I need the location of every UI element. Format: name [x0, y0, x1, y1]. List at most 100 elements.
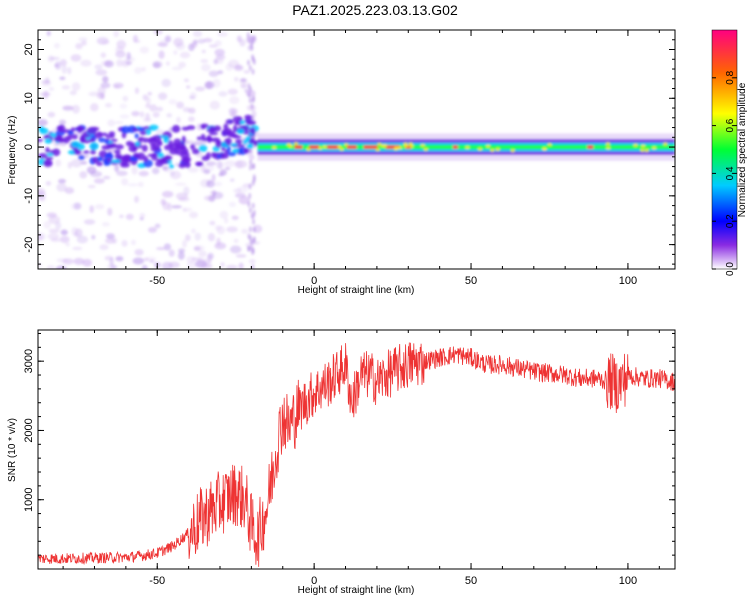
spectrogram-streak — [249, 41, 253, 48]
spectrogram-speckle — [200, 63, 211, 72]
spectrogram-speckle — [149, 104, 158, 112]
spectrogram-core-blob — [73, 147, 79, 154]
spectrogram-speckle — [200, 263, 213, 269]
spectrogram-streak — [248, 97, 252, 104]
spectrogram-core-blob — [152, 143, 161, 149]
spectrogram-speckle — [139, 212, 146, 219]
spectrogram-speckle — [46, 30, 51, 37]
spectrogram-core-blob — [71, 141, 81, 148]
snr-y-ticks: 1000 2000 3000 — [23, 332, 675, 556]
spectrogram-speckle — [106, 233, 115, 240]
spectrogram-speckle — [59, 59, 67, 67]
spectrogram-speckle — [196, 257, 206, 264]
spectrogram-speckle — [121, 178, 129, 186]
spectrogram-speckle — [60, 229, 68, 236]
spectrogram-speckle — [59, 235, 70, 244]
spectrogram-core-blob — [236, 128, 245, 135]
spectrogram-streak — [252, 34, 256, 41]
spectrogram-streak — [250, 35, 254, 42]
spectrogram-speckle — [113, 30, 120, 38]
spectrogram-core-blob — [232, 115, 243, 123]
spectrogram-speckle — [114, 163, 120, 172]
spectrogram-speckle — [73, 232, 79, 238]
spectrogram-hotspot — [294, 145, 303, 149]
spectrogram-speckle — [139, 111, 145, 118]
spectrogram-core-blob — [208, 131, 219, 136]
spectrogram-speckle — [90, 170, 103, 178]
spectrogram-core-blob — [181, 126, 190, 131]
spectrogram-speckle — [62, 106, 74, 112]
spectrogram-speckle — [211, 173, 216, 182]
spectrogram-yellow-spot — [272, 146, 277, 150]
spectrogram-core-blob — [191, 148, 200, 155]
spectrogram-core-blob — [104, 139, 110, 145]
spectrogram-speckle — [175, 116, 181, 124]
spectrogram-speckle — [194, 232, 202, 241]
spectrogram-core-blob — [125, 140, 133, 147]
spectrogram-streak — [248, 86, 252, 93]
spectrogram-speckle — [177, 251, 185, 260]
spectrogram-speckle — [147, 227, 158, 233]
spectrogram-speckle — [142, 118, 152, 122]
spectrogram-speckle — [224, 160, 236, 168]
spectrogram-speckle — [49, 56, 60, 61]
spectrogram-streak — [251, 213, 255, 220]
spectrogram-speckle — [241, 228, 249, 234]
spectrogram-core-blob — [225, 137, 232, 146]
spectrogram-yellow-spot — [306, 148, 311, 152]
spectrogram-speckle — [216, 160, 223, 170]
spectrogram-speckle — [67, 67, 72, 75]
spectrogram-speckle — [173, 37, 184, 47]
spectrogram-speckle — [162, 201, 170, 211]
spectrogram-yellow-spot — [318, 146, 323, 150]
spectrogram-core-blob — [70, 127, 76, 132]
spectrogram-speckle — [102, 175, 111, 180]
spectrogram-speckle — [116, 40, 127, 49]
spectrogram-speckle — [214, 48, 225, 57]
spectrogram-yellow-spot — [663, 142, 668, 146]
spectrogram-core-blob — [137, 126, 145, 132]
spectrogram-yellow-spot — [652, 146, 657, 150]
spectrogram-speckle — [188, 116, 195, 122]
spectrogram-speckle — [102, 76, 109, 83]
spectrogram-speckle — [116, 170, 128, 177]
spectrogram-core-blob — [121, 126, 131, 134]
spectrogram-speckle — [228, 107, 238, 115]
spectrogram-speckle — [134, 195, 139, 203]
spectrogram-core-blob — [207, 137, 214, 142]
spectrogram-speckle — [47, 111, 56, 118]
spectrogram-core-blob — [200, 124, 206, 130]
spectrogram-speckle — [61, 65, 68, 74]
spectrogram-core-blob — [210, 151, 217, 158]
spectrogram-core-blob — [135, 141, 140, 147]
spectrogram-core-blob — [98, 137, 107, 143]
spectrogram-speckle — [39, 196, 46, 202]
spectrogram-core-blob — [249, 137, 256, 144]
spectrogram-speckle — [158, 50, 165, 60]
spectrogram-speckle — [214, 181, 223, 187]
spectrogram-core-blob — [114, 144, 124, 150]
spectrogram-speckle — [157, 92, 168, 101]
spectrogram-speckle — [71, 82, 81, 91]
spectrogram-speckle — [73, 257, 85, 265]
spectrogram-core-blob — [110, 138, 118, 142]
spectrogram-speckle — [187, 167, 199, 173]
spectrogram-core-blob — [77, 125, 83, 134]
spectrogram-speckle — [233, 238, 239, 244]
spectrogram-speckle — [168, 99, 177, 105]
spectrogram-core-blob — [227, 151, 237, 157]
spectrogram-speckle — [147, 91, 152, 96]
spectrogram-yellow-spot — [377, 142, 382, 146]
spectrogram-core-blob — [180, 145, 187, 151]
spectrogram-speckle — [248, 259, 256, 264]
spectrogram-speckle — [170, 171, 175, 176]
spectrogram-streak — [248, 226, 252, 233]
spectrogram-speckle — [75, 43, 83, 50]
spectrogram-hotspot — [346, 145, 357, 149]
spectrogram-speckle — [229, 245, 242, 254]
spectrogram-speckle — [208, 44, 218, 48]
spectrogram-core-blob — [71, 134, 78, 140]
spectrogram-speckle — [238, 262, 244, 269]
spectrogram-speckle — [121, 59, 130, 68]
spectrogram-speckle — [226, 264, 238, 269]
